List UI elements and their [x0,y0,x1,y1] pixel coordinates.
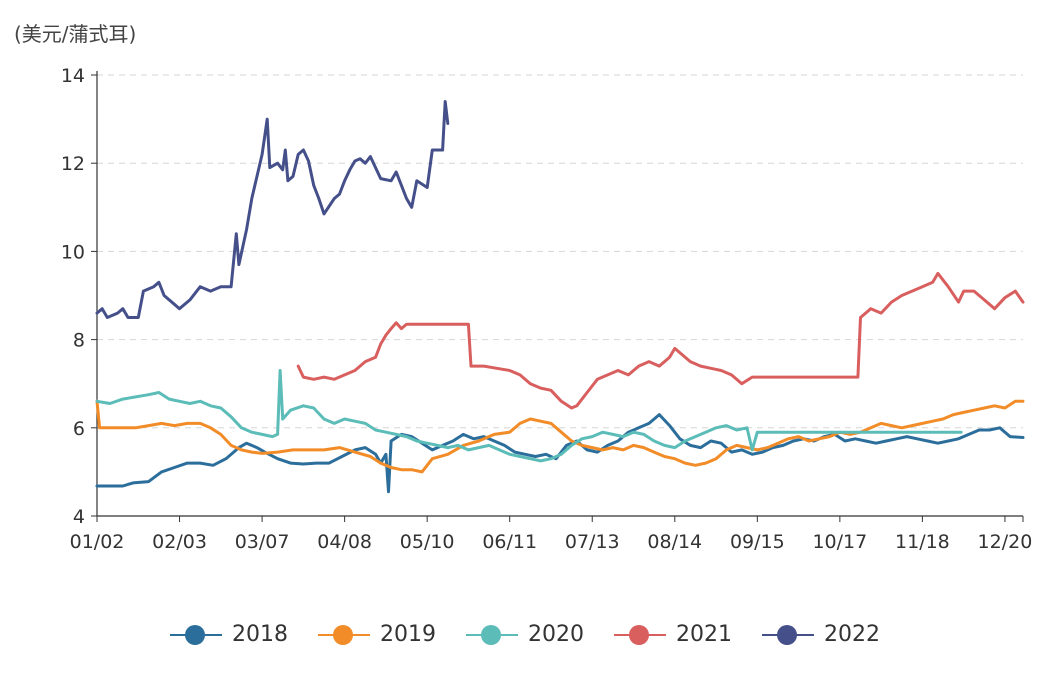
legend-item-2021[interactable]: 2021 [614,622,732,647]
x-tick-label: 05/10 [400,531,455,553]
legend-label: 2021 [676,622,732,647]
series-line-2021 [296,271,1025,410]
legend-swatch [762,624,814,645]
x-tick-label: 04/08 [317,531,372,553]
x-tick-label: 06/11 [482,531,537,553]
x-tick-label: 12/20 [978,531,1033,553]
x-tick-label: 09/15 [730,531,785,553]
y-tick-label: 14 [61,65,85,87]
legend-item-2018[interactable]: 2018 [170,622,288,647]
x-tick-label: 08/14 [647,531,702,553]
series-line-2019 [95,399,1025,474]
legend-swatch [318,624,370,645]
legend-item-2019[interactable]: 2019 [318,622,436,647]
legend-label: 2019 [380,622,436,647]
legend-item-2022[interactable]: 2022 [762,622,880,647]
legend: 2018 2019 2020 2021 2022 [0,622,1050,647]
x-tick-label: 07/13 [565,531,620,553]
series-line-2018 [95,413,1025,494]
legend-label: 2018 [232,622,288,647]
y-tick-label: 10 [61,241,85,263]
legend-label: 2020 [528,622,584,647]
x-tick-label: 02/03 [152,531,207,553]
x-tick-label: 11/18 [895,531,950,553]
legend-swatch [170,624,222,645]
series-line-2022 [95,100,450,319]
y-tick-label: 8 [73,330,85,352]
y-tick-label: 6 [73,418,85,440]
series-lines [95,100,1025,494]
x-tick-label: 03/07 [235,531,290,553]
axes: 4 6 8 10 12 14 01/02 02/03 03/07 04/08 05/10 06/11 0… [61,65,1033,553]
legend-label: 2022 [824,622,880,647]
legend-item-2020[interactable]: 2020 [466,622,584,647]
legend-swatch [614,624,666,645]
series-line-2020 [95,369,963,463]
y-tick-label: 12 [61,153,85,175]
x-tick-label: 01/02 [70,531,125,553]
line-chart: 4 6 8 10 12 14 01/02 02/03 03/07 04/08 05/10 06/11 0… [61,65,1033,553]
y-tick-label: 4 [73,506,85,528]
y-unit-label: (美元/蒲式耳) [14,22,137,46]
legend-swatch [466,624,518,645]
x-tick-label: 10/17 [812,531,867,553]
